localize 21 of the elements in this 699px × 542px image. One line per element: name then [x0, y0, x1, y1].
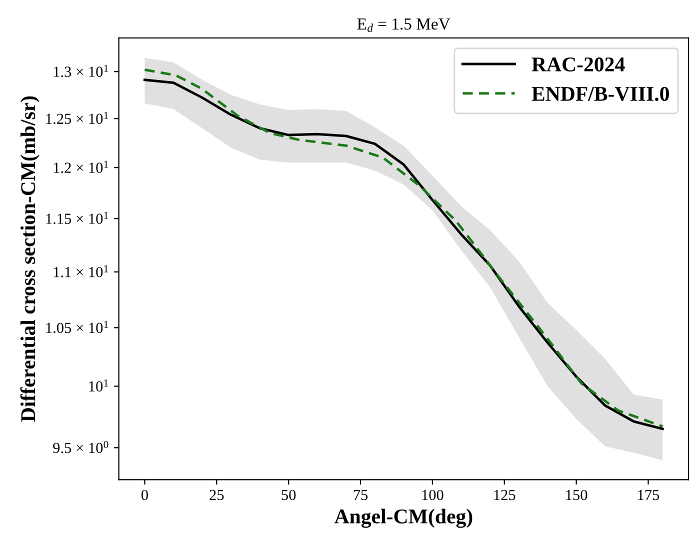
- x-axis-title: Angel-CM(deg): [334, 508, 472, 528]
- legend-label: ENDF/B-VIII.0: [532, 86, 669, 102]
- y-tick-label: 1.05 × 10$^{1}$: [46, 320, 108, 334]
- y-tick-label: 1.1 × 10$^{1}$: [54, 265, 108, 278]
- y-axis-title: Differential cross section-CM(mb/sr): [20, 96, 40, 422]
- y-tick-label: 1.25 × 10$^{1}$: [46, 112, 108, 124]
- y-tick-label: 10$^{1}$: [89, 379, 108, 392]
- y-tick-label: 1.15 × 10$^{1}$: [46, 212, 108, 224]
- chart-title: E$_{d}$ = 1.5 MeV: [357, 18, 450, 32]
- x-tick-label: 50: [282, 490, 296, 500]
- legend-label: RAC-2024: [532, 57, 625, 72]
- x-tick-label: 75: [354, 490, 368, 500]
- x-tick-label: 25: [210, 490, 224, 500]
- x-tick-label: 175: [638, 490, 660, 500]
- x-tick-label: 150: [566, 490, 588, 500]
- x-tick-label: 100: [422, 490, 444, 500]
- y-tick-label: 1.3 × 10$^{1}$: [54, 64, 108, 78]
- x-tick-label: 125: [494, 490, 516, 500]
- y-tick-label: 1.2 × 10$^{1}$: [54, 160, 108, 173]
- y-tick-label: 9.5 × 10$^{0}$: [53, 440, 108, 454]
- x-tick-label: 0: [141, 490, 148, 500]
